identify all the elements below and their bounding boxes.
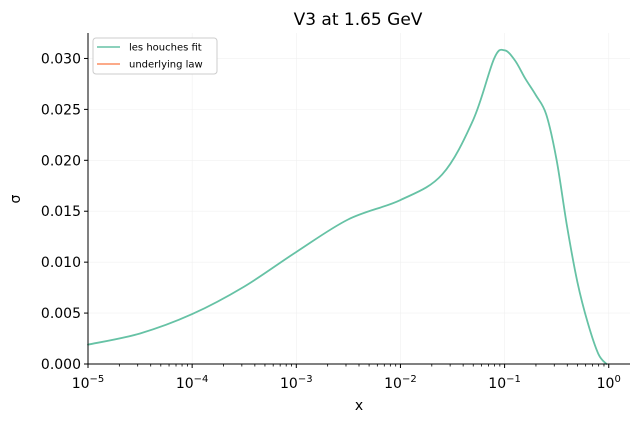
y-tick-label: 0.005 [41,306,81,322]
legend: les houches fit underlying law [92,37,218,75]
x-tick-label: 10−4 [176,374,209,392]
y-tick-label: 0.030 [41,51,81,67]
y-ticks: 0.000 0.005 0.010 0.015 0.020 0.025 0.030 [41,51,88,373]
y-axis-label: σ [8,194,24,203]
legend-label-les-houches-fit: les houches fit [129,43,202,54]
plot-lines [87,48,608,365]
y-tick-label: 0.000 [41,357,81,373]
x-tick-label: 10−2 [384,374,417,392]
chart-title: V3 at 1.65 GeV [294,10,423,30]
legend-label-underlying-law: underlying law [129,60,203,71]
x-axis-label: x [355,398,363,414]
x-tick-label: 10−3 [280,374,313,392]
y-tick-label: 0.010 [41,255,81,271]
x-ticks: 10−5 10−4 10−3 10−2 10−1 100 [72,364,621,392]
x-tick-label: 10−1 [488,374,521,392]
y-tick-label: 0.015 [41,204,81,220]
y-tick-label: 0.020 [41,153,81,169]
series-line-les-houches-fit [87,48,608,365]
legend-frame [92,37,218,75]
x-tick-label: 10−5 [72,374,105,392]
x-tick-label: 100 [597,374,621,392]
y-tick-label: 0.025 [41,102,81,118]
